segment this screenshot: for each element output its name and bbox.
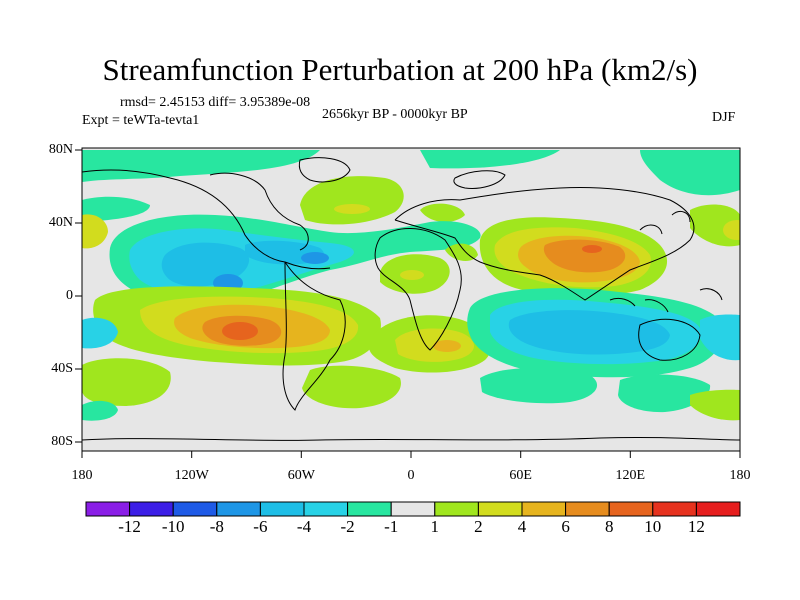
coastline-scandinavia bbox=[453, 170, 506, 189]
colorbar-swatch bbox=[216, 501, 261, 517]
field-patch-south-pacific-high bbox=[93, 286, 381, 366]
colorbar-swatch bbox=[652, 501, 697, 517]
lat-label-80n: 80N bbox=[48, 142, 73, 157]
axis-ticks bbox=[75, 149, 741, 458]
coastlines bbox=[82, 157, 740, 441]
field-patch-west-pacific bbox=[82, 204, 740, 249]
colorbar-label: -10 bbox=[161, 517, 185, 536]
coastline-japan bbox=[639, 211, 691, 235]
colorbar-label: -4 bbox=[296, 517, 312, 536]
colorbar-label: -6 bbox=[253, 517, 268, 536]
colorbar-swatch bbox=[608, 501, 654, 517]
coastline-maritime-continent bbox=[609, 288, 723, 313]
plot-title: Streamfunction Perturbation at 200 hPa (… bbox=[102, 52, 698, 87]
coastline-south-america bbox=[282, 261, 346, 411]
coastline-greenland bbox=[298, 157, 351, 183]
colorbar-swatch bbox=[303, 501, 349, 517]
lat-label-80s: 80S bbox=[51, 434, 73, 449]
colorbar-swatch bbox=[129, 501, 174, 517]
colorbar-swatch bbox=[172, 501, 218, 517]
period-label: 2656kyr BP - 0000kyr BP bbox=[322, 107, 468, 122]
coastline-eurasia bbox=[394, 187, 695, 301]
colorbar bbox=[85, 501, 741, 517]
colorbar-swatch bbox=[85, 501, 131, 517]
field-patch-southern-ocean bbox=[82, 358, 740, 421]
lat-label-40s: 40S bbox=[51, 361, 73, 376]
coastline-canada bbox=[209, 172, 309, 251]
lat-label-0: 0 bbox=[66, 288, 73, 303]
colorbar-swatch bbox=[477, 501, 523, 517]
coastline-north-america bbox=[82, 169, 331, 270]
colorbar-label: 8 bbox=[604, 517, 614, 536]
lon-label-180e: 180 bbox=[729, 468, 751, 483]
colorbar-swatch bbox=[434, 501, 479, 517]
colorbar-swatch bbox=[521, 501, 567, 517]
colorbar-label: -1 bbox=[384, 517, 399, 536]
lon-label-180w: 180 bbox=[71, 468, 93, 483]
experiment-label: Expt = teWTa-tevta1 bbox=[82, 113, 200, 128]
colorbar-label: 6 bbox=[561, 517, 570, 536]
lon-label-120e: 120E bbox=[615, 468, 646, 483]
lon-label-60e: 60E bbox=[509, 468, 532, 483]
coastline-australia bbox=[638, 318, 701, 361]
colorbar-label: 12 bbox=[687, 517, 705, 536]
colorbar-label: -2 bbox=[340, 517, 355, 536]
colorbar-swatch bbox=[259, 501, 305, 517]
lon-label-60w: 60W bbox=[287, 468, 315, 483]
colorbar-label: -8 bbox=[209, 517, 224, 536]
lon-label-0: 0 bbox=[407, 468, 415, 483]
colorbar-swatch bbox=[695, 501, 741, 517]
colorbar-label: -12 bbox=[118, 517, 141, 536]
field-patch-north-atlantic-high bbox=[300, 176, 465, 225]
stats-line: rmsd= 2.45153 diff= 3.95389e-08 bbox=[120, 95, 311, 110]
season-label: DJF bbox=[712, 110, 736, 125]
field-patch-indian-ocean-low bbox=[82, 288, 740, 378]
field-patch-tropical-low bbox=[109, 214, 481, 306]
lon-label-120w: 120W bbox=[174, 468, 209, 483]
field-patch-arctic bbox=[82, 150, 740, 222]
colorbar-label: 2 bbox=[474, 517, 483, 536]
colorbar-label: 1 bbox=[430, 517, 440, 536]
colorbar-swatch bbox=[390, 501, 436, 517]
coastline-antarctica bbox=[82, 436, 740, 441]
colorbar-swatch bbox=[565, 501, 610, 517]
coastline-africa bbox=[374, 228, 462, 351]
lat-label-40n: 40N bbox=[48, 215, 73, 230]
colorbar-swatch bbox=[347, 501, 392, 517]
colorbar-label: 4 bbox=[517, 517, 527, 536]
colorbar-label: 10 bbox=[644, 517, 662, 536]
field-patch-africa-high bbox=[380, 243, 478, 294]
